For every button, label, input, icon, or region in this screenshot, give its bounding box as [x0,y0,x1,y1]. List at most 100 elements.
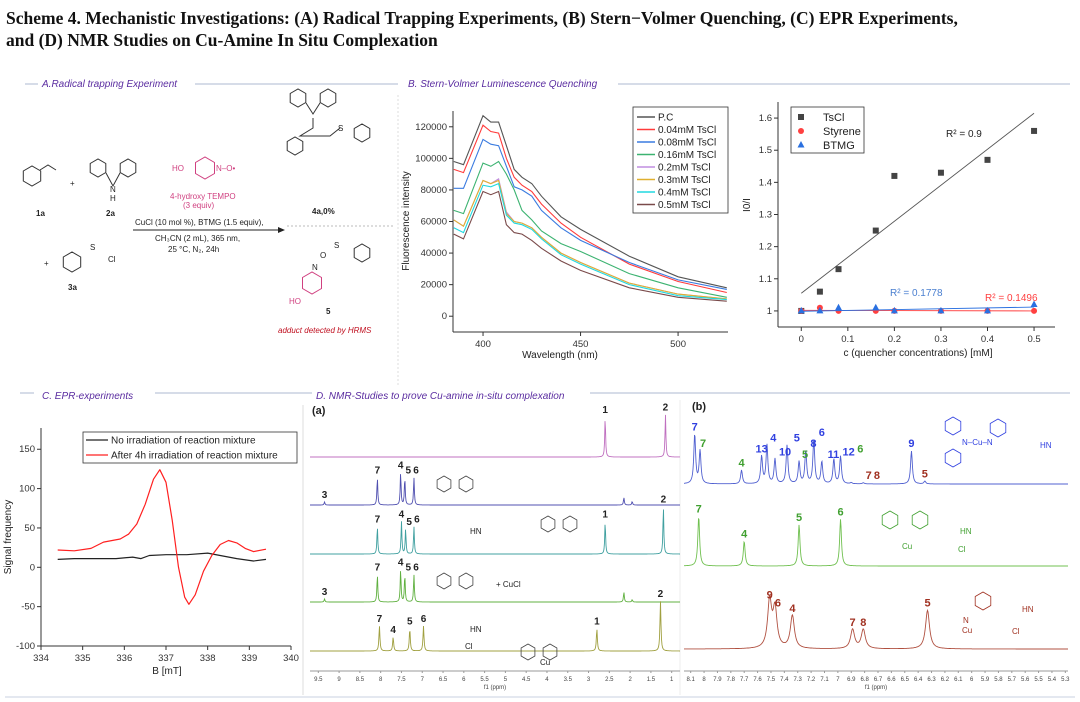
ppm-tick-label: 6.8 [860,677,869,683]
x-tick-label: 336 [116,653,132,664]
series-line-3 [453,160,727,298]
data-point-BTMG [797,306,805,314]
ppm-tick-label: 7.1 [820,677,829,683]
atom-o: O [320,251,326,260]
ppm-tick-label: 6.9 [847,677,856,683]
peak-label: 5 [924,598,930,610]
ppm-tick-label: 7.7 [740,677,749,683]
nmr-trace-3 [310,571,680,603]
ppm-tick-label: 1.5 [647,677,656,683]
hn-label: HN [960,527,972,536]
x-axis-label: Wavelength (nm) [522,350,598,361]
atom-s: S [90,243,95,252]
legend-label: After 4h irradiation of reaction mixture [111,451,278,462]
tosyl-chloride-ring [62,251,82,273]
ppm-tick-label: 3 [587,677,591,683]
condition-solvent: CH₃CN (2 mL), 365 nm, [155,234,240,243]
ppm-tick-label: 7.8 [727,677,736,683]
chloride-label: Cl [958,545,966,554]
condition-temperature: 25 °C, N₂, 24h [168,245,219,254]
tempo-ring [195,156,215,180]
y-tick-label: 150 [19,444,35,455]
legend-label: 0.4mM TsCl [658,188,711,199]
compound-2a-label: 2a [106,209,115,218]
cu-label: Cu [962,626,972,635]
ppm-tick-label: 6.5 [901,677,910,683]
ppm-axis-label: f1 (ppm) [865,685,887,691]
ppm-tick-label: 7.3 [794,677,803,683]
epr-chart: 334 335 336 337 338 339 340 -100 -50 0 50 100 150 B [… [3,428,299,677]
nmr-trace-0 [310,414,680,458]
y-tick-label: 40000 [421,248,447,259]
peak-label: 7 [700,438,706,450]
section-b-title: B. Stern-Volmer Luminescence Quenching [408,79,598,90]
peak-label: 6 [413,466,419,477]
y-tick-label: -50 [21,602,35,613]
atom-s: S [338,124,343,133]
data-point-BTMG [835,303,843,311]
ppm-tick-label: 7.5 [397,677,406,683]
ppm-tick-label: 6.2 [941,677,950,683]
ring-structure [436,475,452,493]
peak-label: 7 [375,515,381,526]
atom-cl: Cl [108,255,116,264]
peak-label: 5 [407,617,413,628]
peak-label: 13 [755,444,767,456]
ppm-tick-label: 5.5 [480,677,489,683]
ring-structure [944,448,962,468]
peak-label: 6 [837,506,843,518]
y-tick-label: 50 [24,523,35,534]
product-ring [286,136,304,156]
fit-line-2 [801,306,1035,312]
carbazole-ring [89,158,107,178]
peak-label: 4 [738,457,745,469]
ppm-tick-label: 9 [337,677,341,683]
peak-label: 5 [406,563,412,574]
series-line-1 [57,469,267,605]
adduct-ho: HO [289,297,301,306]
ppm-tick-label: 7.2 [807,677,816,683]
ring-structure [540,515,556,533]
data-point-TsCl [816,288,823,295]
legend-box [82,431,298,464]
hn-label: HN [1022,605,1034,614]
peak-label: 12 [842,446,854,458]
y-axis-label: I0/I [742,198,753,212]
y-tick-label: -100 [16,641,35,652]
nmr-trace-2 [310,509,680,555]
peak-label: 7 [375,563,381,574]
y-tick-label: 80000 [421,185,447,196]
x-axis-label: c (quencher concentrations) [mM] [844,348,993,359]
peak-label: 6 [819,427,825,439]
ppm-tick-label: 7 [836,677,840,683]
peak-label: 1 [602,510,608,521]
peak-label: 6 [413,563,419,574]
ppm-tick-label: 3.5 [564,677,573,683]
ring-structure [911,510,929,530]
ppm-tick-label: 7.6 [753,677,762,683]
peak-label: 4 [789,603,796,615]
section-header-a: A.Radical trapping Experiment [25,79,398,90]
ppm-tick-label: 5.4 [1048,677,1057,683]
y-tick-label: 20000 [421,280,447,291]
peak-label: 8 [860,617,866,629]
nmr-trace-1 [684,518,1068,567]
ppm-tick-label: 5.3 [1061,677,1070,683]
product-ring [289,88,307,108]
legend-label: No irradiation of reaction mixture [111,436,256,447]
tempo-name: 4-hydroxy TEMPO [170,192,236,201]
peak-label: 1 [602,405,608,416]
x-tick-label: 0.2 [888,334,901,345]
ppm-tick-label: 6.5 [439,677,448,683]
peak-label: 5 [406,517,412,528]
peak-label: 3 [322,587,328,598]
product-ring [319,88,337,108]
peak-label: 7 [375,466,381,477]
ppm-tick-label: 6.6 [887,677,896,683]
peak-label: 8 [874,470,880,482]
data-point-BTMG [1030,300,1038,307]
x-tick-label: 0 [799,334,804,345]
ppm-tick-label: 7.9 [713,677,722,683]
ppm-tick-label: 6.3 [927,677,936,683]
cu-label: Cu [902,542,912,551]
